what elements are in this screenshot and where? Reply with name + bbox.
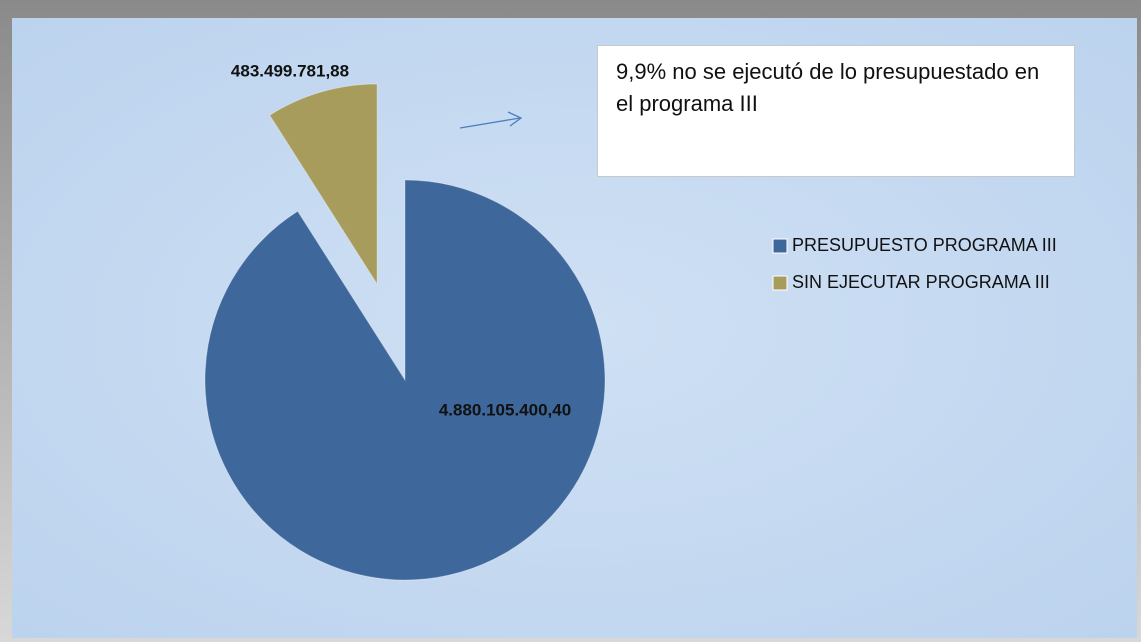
arrow-head (507, 111, 523, 127)
legend-label: SIN EJECUTAR PROGRAMA III (792, 272, 1050, 292)
data-label: 4.880.105.400,40 (439, 400, 571, 419)
arrow (459, 117, 521, 129)
pie-slice (204, 179, 606, 581)
legend-label: PRESUPUESTO PROGRAMA III (792, 235, 1057, 255)
annotation: 9,9% no se ejecutó de lo presupuestado e… (597, 45, 1075, 177)
legend-swatch (772, 275, 788, 291)
legend-swatch (772, 238, 788, 254)
data-label: 483.499.781,88 (231, 61, 349, 80)
pie-slice (269, 83, 378, 286)
